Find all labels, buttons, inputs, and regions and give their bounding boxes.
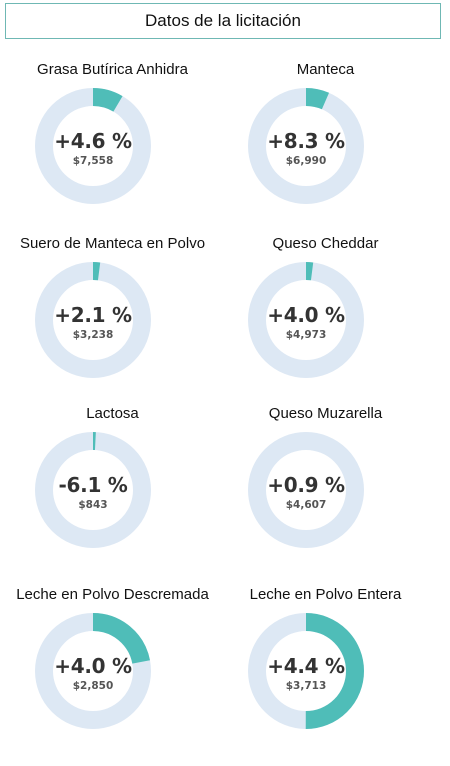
donut-chart [247,261,365,379]
donut-fill-arc [35,88,151,204]
donut-svg [35,262,151,378]
card-title: Leche en Polvo Descremada [16,586,209,603]
price-value: $3,238 [72,329,114,341]
donut-svg [35,613,151,729]
donut-card-queso-cheddar: Queso Cheddar +4.0 % $4,973 [213,235,438,415]
donut-svg [248,88,364,204]
price-value: $4,973 [285,329,327,341]
donut-chart [247,87,365,205]
donut-fill-arc [35,613,151,729]
header-title-text: Datos de la licitación [145,11,301,30]
card-title: Suero de Manteca en Polvo [19,235,206,252]
donut-card-manteca: Manteca +8.3 % $6,990 [213,61,438,241]
card-title: Grasa Butírica Anhidra [37,61,188,78]
donut-fill-arc [35,432,151,548]
card-title: Lactosa [86,405,139,422]
donut-svg [248,432,364,548]
donut-card-suero-manteca: Suero de Manteca en Polvo +2.1 % $3,238 [0,235,225,415]
price-value: $843 [78,499,108,511]
change-percent: +8.3 % [267,129,345,153]
donut-card-leche-entera: Leche en Polvo Entera +4.4 % $3,713 [213,586,438,766]
donut-card-grasa-butirica: Grasa Butírica Anhidra +4.6 % $7,558 [0,61,225,241]
donut-chart [34,261,152,379]
change-percent: +4.0 % [54,654,132,678]
card-title: Queso Muzarella [268,405,383,422]
card-title: Queso Cheddar [272,235,379,252]
donut-svg [248,262,364,378]
donut-svg [35,88,151,204]
donut-card-leche-descremada: Leche en Polvo Descremada +4.0 % $2,850 [0,586,225,766]
header-title: Datos de la licitación [5,3,441,39]
change-percent: +4.0 % [267,303,345,327]
donut-card-queso-muzarella: Queso Muzarella +0.9 % $4,607 [213,405,438,585]
price-value: $6,990 [285,155,327,167]
change-percent: +2.1 % [54,303,132,327]
donut-fill-arc [35,262,151,378]
card-title: Manteca [296,61,355,78]
donut-fill-arc [248,613,364,729]
donut-chart [34,612,152,730]
donut-chart [34,431,152,549]
donut-chart [247,612,365,730]
donut-fill-arc [248,88,364,204]
change-percent: -6.1 % [58,473,128,497]
price-value: $4,607 [285,499,327,511]
card-title: Leche en Polvo Entera [249,586,402,603]
price-value: $2,850 [72,680,114,692]
donut-fill-arc [248,262,364,378]
donut-chart [247,431,365,549]
donut-svg [35,432,151,548]
donut-card-lactosa: Lactosa -6.1 % $843 [0,405,225,585]
donut-chart [34,87,152,205]
price-value: $3,713 [285,680,327,692]
price-value: $7,558 [72,155,114,167]
change-percent: +4.4 % [267,654,345,678]
change-percent: +0.9 % [267,473,345,497]
change-percent: +4.6 % [54,129,132,153]
donut-svg [248,613,364,729]
donut-track [248,432,364,548]
